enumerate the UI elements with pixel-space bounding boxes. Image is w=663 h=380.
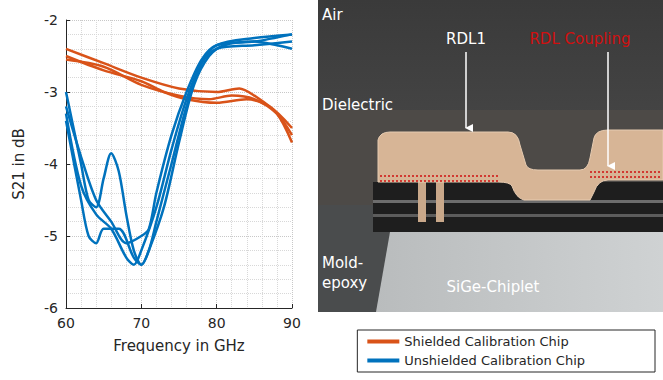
svg-text:Mold-: Mold- xyxy=(322,254,363,272)
svg-text:Frequency in GHz: Frequency in GHz xyxy=(113,337,245,355)
svg-text:RDL1: RDL1 xyxy=(446,30,486,48)
svg-text:Unshielded Calibration Chip: Unshielded Calibration Chip xyxy=(404,353,585,368)
svg-text:Dielectric: Dielectric xyxy=(322,96,393,114)
svg-text:RDL Coupling: RDL Coupling xyxy=(529,30,630,48)
svg-text:-6: -6 xyxy=(44,300,58,316)
svg-text:-2: -2 xyxy=(44,12,58,28)
svg-text:90: 90 xyxy=(283,315,301,331)
svg-text:-3: -3 xyxy=(44,84,58,100)
svg-text:-5: -5 xyxy=(44,228,58,244)
svg-text:SiGe-Chiplet: SiGe-Chiplet xyxy=(447,278,540,296)
svg-text:Air: Air xyxy=(322,6,343,24)
svg-text:-4: -4 xyxy=(44,156,58,172)
svg-text:60: 60 xyxy=(57,315,75,331)
svg-text:80: 80 xyxy=(208,315,226,331)
svg-text:70: 70 xyxy=(132,315,150,331)
svg-text:Shielded Calibration Chip: Shielded Calibration Chip xyxy=(404,334,568,349)
svg-text:S21 in dB: S21 in dB xyxy=(10,128,28,200)
svg-text:epoxy: epoxy xyxy=(322,274,367,292)
